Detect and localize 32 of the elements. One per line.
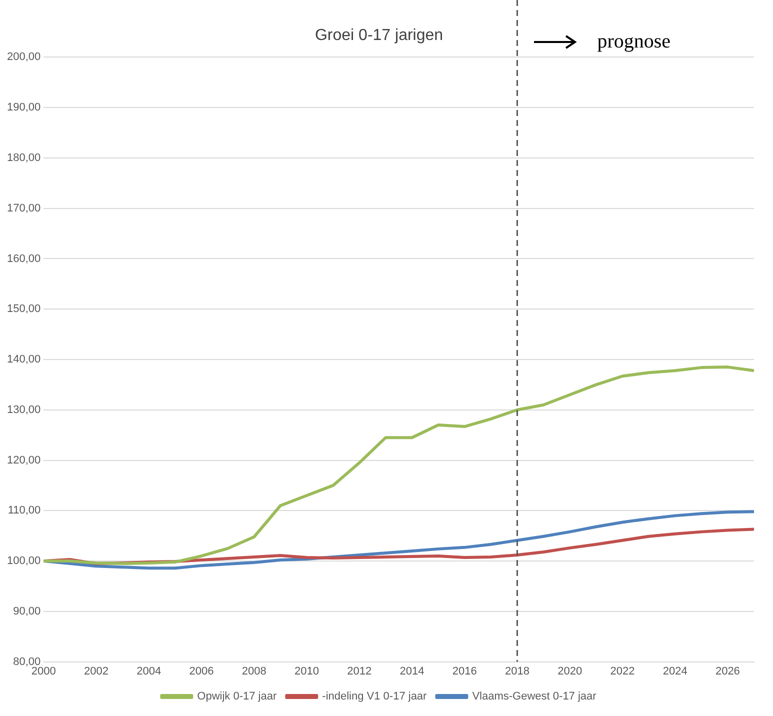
y-tick-label: 140,00 (6, 354, 41, 366)
y-tick-label: 90,00 (13, 605, 41, 618)
legend-label: Vlaams-Gewest 0-17 jaar (472, 690, 597, 703)
x-tick-label: 2010 (294, 665, 319, 678)
y-tick-label: 150,00 (6, 303, 41, 316)
y-tick-label: 180,00 (6, 152, 41, 164)
legend-label: Opwijk 0-17 jaar (197, 690, 277, 703)
y-tick-label: 100,00 (6, 555, 41, 568)
x-tick-label: 2002 (84, 665, 109, 678)
y-tick-label: 110,00 (8, 504, 41, 517)
x-tick-label: 2024 (662, 665, 688, 678)
x-tick-label: 2022 (610, 665, 635, 678)
x-tick-label: 2026 (715, 665, 740, 678)
y-tick-label: 170,00 (6, 202, 41, 214)
y-tick-label: 160,00 (6, 252, 41, 265)
x-tick-label: 2016 (452, 665, 477, 678)
x-tick-label: 2014 (400, 665, 424, 678)
text: prognose (597, 30, 671, 52)
legend-label: -indeling V1 0-17 jaar (322, 690, 428, 703)
x-tick-label: 2020 (558, 665, 582, 678)
y-tick-label: 190,00 (6, 102, 41, 114)
x-tick-label: 2018 (504, 665, 530, 678)
y-tick-label: 80,00 (13, 656, 41, 668)
x-tick-label: 2006 (189, 665, 214, 678)
x-tick-label: 2008 (242, 665, 266, 678)
x-tick-label: 2012 (347, 665, 372, 678)
y-tick-label: 120,00 (6, 454, 41, 466)
y-tick-label: 130,00 (6, 404, 41, 416)
x-tick-label: 2004 (136, 665, 162, 678)
x-tick-label: 2000 (31, 665, 56, 678)
chart-title: Groei 0-17 jarigen (314, 27, 444, 44)
y-tick-label: 200,00 (6, 51, 41, 64)
